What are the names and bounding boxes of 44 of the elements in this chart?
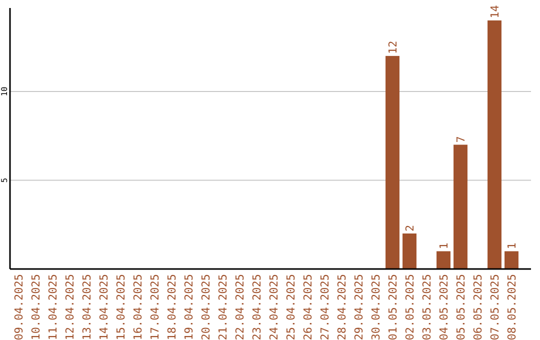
x-tick-label: 01.05.2025 (386, 274, 400, 340)
x-tick-label: 18.04.2025 (166, 274, 178, 340)
x-tick-label: 05.05.2025 (454, 274, 468, 340)
x-tick-label: 12.04.2025 (64, 274, 76, 340)
x-tick-label: 21.04.2025 (216, 274, 230, 340)
x-tick-label: 10.04.2025 (30, 274, 42, 340)
bar (402, 233, 416, 269)
x-tick-label: 13.04.2025 (80, 274, 94, 340)
x-tick-label: 24.04.2025 (268, 274, 280, 340)
data-label: 2 (404, 224, 416, 232)
x-tick-label: 19.04.2025 (182, 274, 196, 340)
data-label: 1 (438, 242, 450, 250)
x-tick-label: 02.05.2025 (404, 274, 416, 340)
x-tick-label: 27.04.2025 (318, 274, 332, 340)
data-label: 1 (506, 242, 518, 250)
x-tick-label: 26.04.2025 (302, 274, 314, 340)
x-tick-label: 03.05.2025 (420, 274, 434, 340)
bar (454, 144, 468, 269)
bar (488, 20, 502, 269)
data-label: 7 (454, 136, 468, 143)
x-tick-label: 17.04.2025 (148, 274, 162, 340)
x-tick-label: 07.05.2025 (488, 274, 502, 340)
x-tick-label: 09.04.2025 (12, 274, 26, 340)
data-label: 14 (488, 4, 502, 18)
x-tick-label: 06.05.2025 (472, 274, 484, 340)
y-tick-label: 5 (0, 178, 9, 183)
x-tick-label: 20.04.2025 (200, 274, 212, 340)
x-tick-label: 08.05.2025 (506, 274, 518, 340)
y-tick-label: 10 (0, 86, 9, 96)
bar (436, 251, 450, 269)
bar (504, 251, 518, 269)
data-label: 12 (386, 40, 400, 54)
bar (386, 56, 400, 269)
x-tick-label: 25.04.2025 (284, 274, 298, 340)
x-tick-label: 22.04.2025 (234, 274, 246, 340)
x-tick-label: 29.04.2025 (352, 274, 366, 340)
x-tick-label: 04.05.2025 (438, 274, 450, 340)
x-tick-label: 15.04.2025 (114, 274, 128, 340)
x-tick-label: 14.04.2025 (98, 274, 110, 340)
x-tick-label: 30.04.2025 (370, 274, 382, 340)
x-tick-label: 11.04.2025 (46, 274, 60, 340)
x-tick-label: 16.04.2025 (132, 274, 144, 340)
x-tick-label: 23.04.2025 (250, 274, 264, 340)
x-tick-label: 28.04.2025 (336, 274, 348, 340)
